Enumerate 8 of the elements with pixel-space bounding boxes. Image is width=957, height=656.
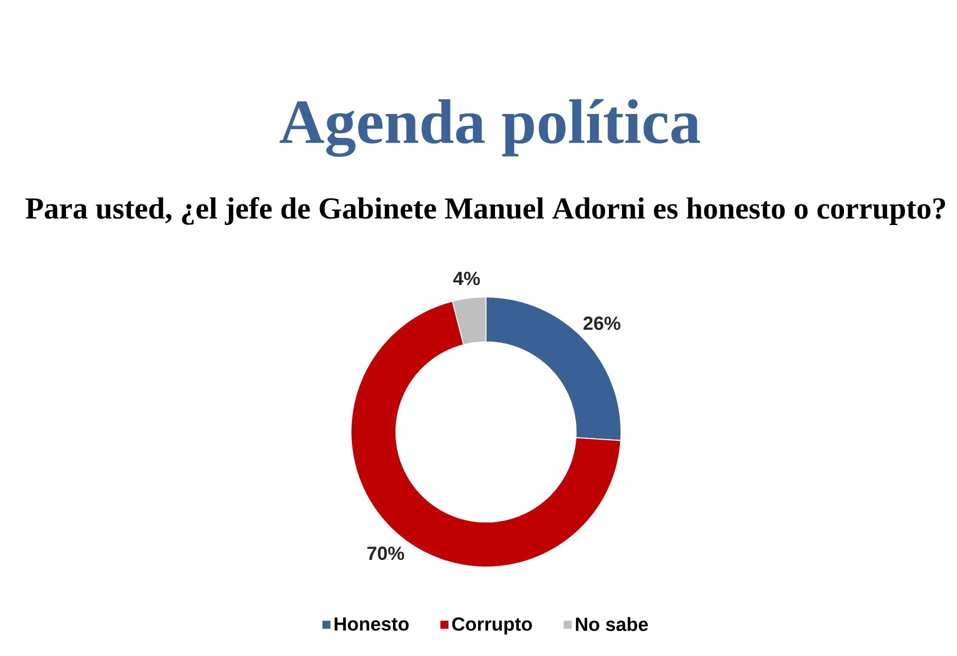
chart-subtitle: Para usted, ¿el jefe de Gabinete Manuel Adorni es honesto o corrupto?: [26, 197, 946, 225]
data-label: 4%: [453, 272, 480, 286]
legend-label: No sabe: [576, 617, 648, 632]
chart-title: Agenda política: [280, 99, 700, 157]
legend-label: Honesto: [334, 617, 409, 631]
data-label: 70%: [367, 546, 404, 560]
data-label: 26%: [584, 316, 620, 330]
legend-label: Corrupto: [452, 617, 532, 635]
